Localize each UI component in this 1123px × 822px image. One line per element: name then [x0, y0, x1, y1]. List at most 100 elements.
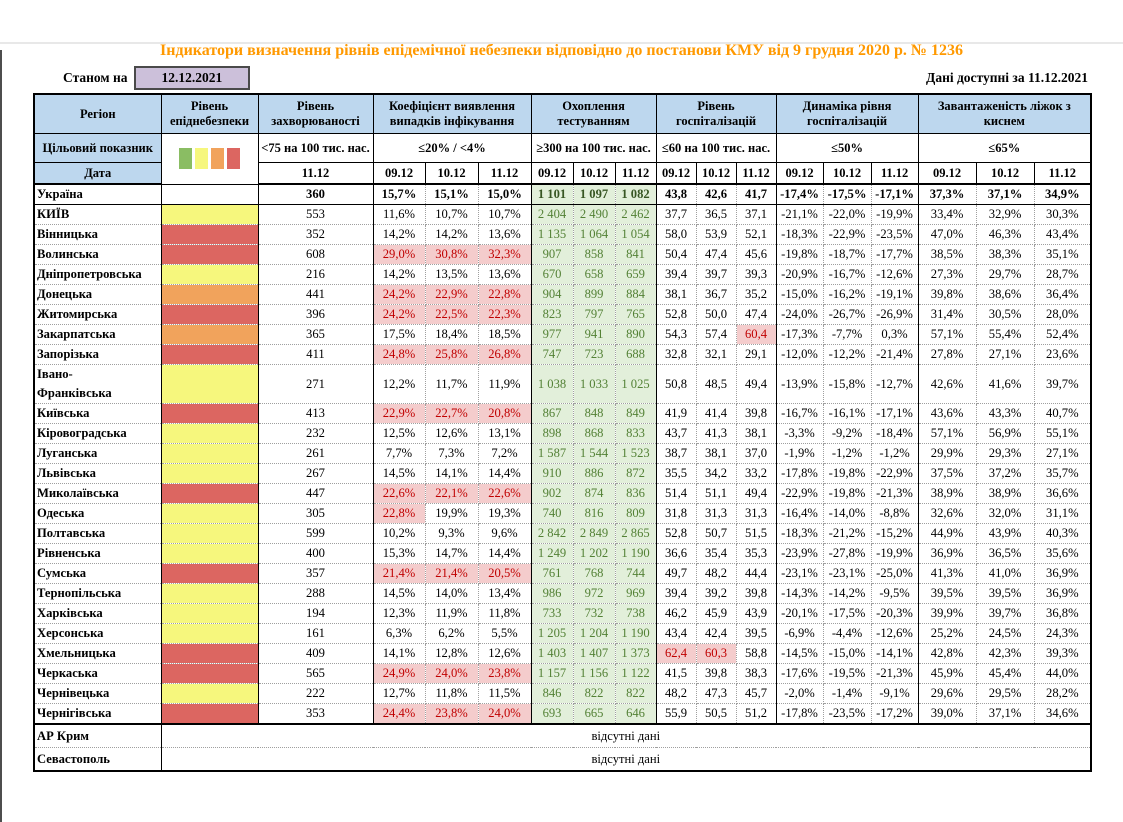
testing-cell: 1 544 — [572, 443, 616, 464]
region-name: Вінницька — [33, 224, 162, 245]
testing-cell: 646 — [614, 703, 657, 725]
incidence-cell: 271 — [257, 364, 374, 404]
detection-cell: 22,8% — [477, 284, 532, 305]
risk-level-cell — [160, 443, 259, 464]
testing-cell: 2 404 — [530, 204, 574, 225]
detection-cell: 13,6% — [477, 264, 532, 285]
testing-cell: 658 — [572, 264, 616, 285]
hospitalization-cell: 41,5 — [655, 663, 697, 684]
oxygen-beds-cell: 30,5% — [975, 304, 1035, 325]
risk-level-cell — [160, 503, 259, 524]
risk-legend-swatch — [195, 148, 208, 170]
region-name: Рівненська — [33, 543, 162, 564]
detection-cell: 13,1% — [477, 423, 532, 444]
testing-cell: 747 — [530, 344, 574, 365]
hospitalization-cell: 29,1 — [735, 344, 777, 365]
risk-level-cell — [160, 324, 259, 345]
testing-cell: 836 — [614, 483, 657, 504]
incidence-cell: 267 — [257, 463, 374, 484]
risk-legend-swatch — [211, 148, 224, 170]
dynamics-cell: -12,2% — [822, 344, 872, 365]
date-cell: 09.12 — [655, 162, 697, 185]
dynamics-cell: -16,7% — [775, 403, 824, 424]
hospitalization-cell: 38,1 — [695, 443, 737, 464]
testing-cell: 898 — [530, 423, 574, 444]
detection-cell: 10,7% — [477, 204, 532, 225]
dynamics-cell: -1,4% — [822, 683, 872, 704]
dynamics-cell: -16,7% — [822, 264, 872, 285]
region-row: КИЇВ 553 11,6% 10,7% 10,7% 2 404 2 490 2 462 37,… — [33, 204, 1092, 225]
date-cell: 10.12 — [695, 162, 737, 185]
dynamics-cell: -14,3% — [775, 583, 824, 604]
detection-cell: 7,3% — [424, 443, 479, 464]
hospitalization-cell: 41,3 — [695, 423, 737, 444]
risk-level-cell — [160, 183, 259, 205]
region-name: Київська — [33, 403, 162, 424]
region-row-no-data: АР Крим відсутні дані — [33, 723, 1092, 748]
region-name: Херсонська — [33, 623, 162, 644]
detection-cell: 6,2% — [424, 623, 479, 644]
testing-cell: 977 — [530, 324, 574, 345]
oxygen-beds-cell: 42,6% — [917, 364, 977, 404]
hospitalization-cell: 32,1 — [695, 344, 737, 365]
oxygen-beds-cell: 28,7% — [1033, 264, 1092, 285]
detection-cell: 10,7% — [424, 204, 479, 225]
detection-cell: 13,6% — [477, 224, 532, 245]
dynamics-cell: 0,3% — [870, 324, 919, 345]
testing-cell: 1 025 — [614, 364, 657, 404]
hospitalization-cell: 37,0 — [735, 443, 777, 464]
testing-cell: 1 403 — [530, 643, 574, 664]
detection-cell: 12,6% — [424, 423, 479, 444]
oxygen-beds-cell: 31,4% — [917, 304, 977, 325]
oxygen-beds-cell: 36,6% — [1033, 483, 1092, 504]
region-row: Вінницька 352 14,2% 14,2% 13,6% 1 135 1 064 1 0… — [33, 224, 1092, 245]
dynamics-cell: -18,3% — [775, 523, 824, 544]
hospitalization-cell: 38,1 — [655, 284, 697, 305]
detection-cell: 7,7% — [372, 443, 426, 464]
header-target-indicator: Цільовий показник — [33, 133, 162, 163]
testing-cell: 1 054 — [614, 224, 657, 245]
dynamics-cell: -12,6% — [870, 264, 919, 285]
hospitalization-cell: 39,5 — [735, 623, 777, 644]
detection-cell: 24,2% — [372, 304, 426, 325]
testing-cell: 723 — [572, 344, 616, 365]
dynamics-cell: -19,1% — [870, 284, 919, 305]
dynamics-cell: -17,6% — [775, 663, 824, 684]
detection-cell: 9,6% — [477, 523, 532, 544]
hospitalization-cell: 37,1 — [735, 204, 777, 225]
oxygen-beds-cell: 45,4% — [975, 663, 1035, 684]
risk-level-cell — [160, 523, 259, 544]
oxygen-beds-cell: 43,6% — [917, 403, 977, 424]
incidence-cell: 232 — [257, 423, 374, 444]
region-row: Кіровоградська 232 12,5% 12,6% 13,1% 898 868 83… — [33, 423, 1092, 444]
risk-level-cell — [160, 403, 259, 424]
testing-cell: 902 — [530, 483, 574, 504]
testing-cell: 2 849 — [572, 523, 616, 544]
oxygen-beds-cell: 30,3% — [1033, 204, 1092, 225]
date-cell: 09.12 — [775, 162, 824, 185]
testing-cell: 904 — [530, 284, 574, 305]
detection-cell: 14,2% — [372, 224, 426, 245]
oxygen-beds-cell: 39,5% — [975, 583, 1035, 604]
region-name: Хмельницька — [33, 643, 162, 664]
detection-cell: 32,3% — [477, 244, 532, 265]
dynamics-cell: -16,4% — [775, 503, 824, 524]
detection-cell: 11,5% — [477, 683, 532, 704]
oxygen-beds-cell: 29,5% — [975, 683, 1035, 704]
date-incidence: 11.12 — [257, 162, 374, 185]
region-name: Миколаївська — [33, 483, 162, 504]
detection-cell: 14,1% — [372, 643, 426, 664]
detection-cell: 20,5% — [477, 563, 532, 584]
incidence-cell: 441 — [257, 284, 374, 305]
hospitalization-cell: 43,8 — [655, 183, 697, 205]
region-name: Чернівецька — [33, 683, 162, 704]
detection-cell: 26,8% — [477, 344, 532, 365]
testing-cell: 884 — [614, 284, 657, 305]
region-name: Тернопільська — [33, 583, 162, 604]
hospitalization-cell: 52,8 — [655, 304, 697, 325]
risk-legend-swatch — [227, 148, 240, 170]
dynamics-cell: -22,0% — [822, 204, 872, 225]
hospitalization-cell: 52,8 — [655, 523, 697, 544]
incidence-cell: 400 — [257, 543, 374, 564]
hospitalization-cell: 50,5 — [695, 703, 737, 725]
